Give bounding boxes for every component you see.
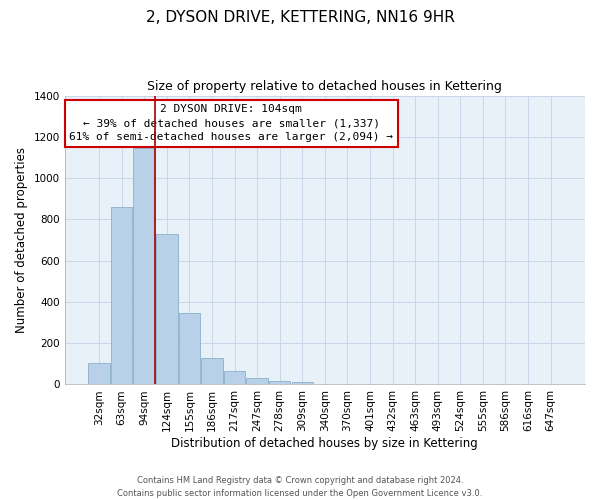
Text: Contains HM Land Registry data © Crown copyright and database right 2024.
Contai: Contains HM Land Registry data © Crown c… (118, 476, 482, 498)
Bar (156, 234, 178, 384)
Y-axis label: Number of detached properties: Number of detached properties (15, 147, 28, 333)
Bar (201, 358, 223, 384)
Bar (179, 314, 200, 384)
X-axis label: Distribution of detached houses by size in Kettering: Distribution of detached houses by size … (172, 437, 478, 450)
Text: 2 DYSON DRIVE: 104sqm
← 39% of detached houses are smaller (1,337)
61% of semi-d: 2 DYSON DRIVE: 104sqm ← 39% of detached … (69, 104, 393, 142)
Bar (133, 148, 155, 384)
Bar (224, 372, 245, 384)
Title: Size of property relative to detached houses in Kettering: Size of property relative to detached ho… (148, 80, 502, 93)
Bar (292, 382, 313, 384)
Bar (269, 380, 290, 384)
Bar (111, 207, 133, 384)
Bar (247, 378, 268, 384)
Bar (88, 363, 110, 384)
Text: 2, DYSON DRIVE, KETTERING, NN16 9HR: 2, DYSON DRIVE, KETTERING, NN16 9HR (146, 10, 454, 25)
